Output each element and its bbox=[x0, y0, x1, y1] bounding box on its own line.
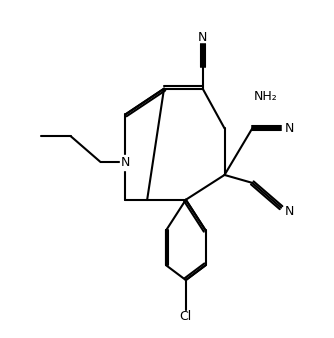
Text: N: N bbox=[284, 205, 294, 218]
Text: N: N bbox=[121, 155, 130, 169]
Text: N: N bbox=[198, 31, 207, 44]
Text: NH₂: NH₂ bbox=[253, 90, 277, 103]
Text: Cl: Cl bbox=[180, 310, 192, 323]
Text: N: N bbox=[284, 122, 294, 135]
